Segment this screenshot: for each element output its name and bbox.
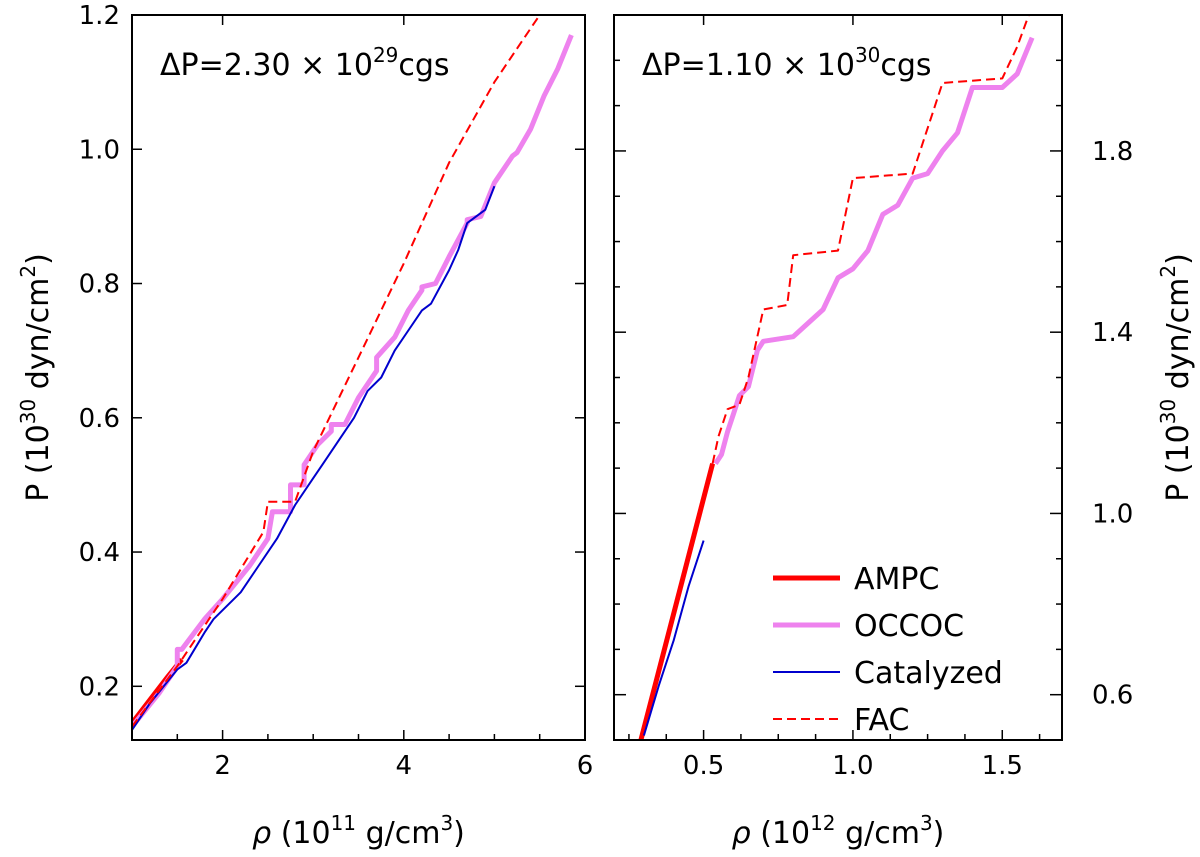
left-series-group xyxy=(132,15,574,731)
right-series-occoc xyxy=(713,36,1035,465)
right-y-tick-label: 0.6 xyxy=(1092,681,1133,711)
left-y-tick-label: 0.2 xyxy=(79,672,120,702)
right-x-tick-label: 1.5 xyxy=(982,751,1023,781)
left-y-tick-label: 0.4 xyxy=(79,538,120,568)
legend-label-ampc: AMPC xyxy=(854,562,939,597)
left-x-axis-label: ρ (1011 g/cm3) xyxy=(252,811,465,851)
right-y-tick-label: 1.8 xyxy=(1092,137,1133,167)
right-y-tick-label: 1.0 xyxy=(1092,499,1133,529)
legend-label-catalyzed: Catalyzed xyxy=(854,656,1003,691)
left-y-tick-label: 0.8 xyxy=(79,270,120,300)
left-x-tick-label: 2 xyxy=(214,751,231,781)
right-y-tick-label: 1.4 xyxy=(1092,318,1133,348)
legend-label-occoc: OCCOC xyxy=(854,609,964,644)
left-series-fac xyxy=(132,15,541,728)
left-x-tick-label: 6 xyxy=(577,751,594,781)
left-series-occoc xyxy=(132,34,574,729)
left-y-tick-label: 1.0 xyxy=(79,135,120,165)
left-y-tick-label: 0.6 xyxy=(79,404,120,434)
legend: AMPC OCCOC Catalyzed FAC xyxy=(773,562,1003,738)
left-y-tick-label: 1.2 xyxy=(79,1,120,31)
left-x-tick-label: 4 xyxy=(396,751,413,781)
left-delta-p-annotation: ΔP=2.30 × 1029cgs xyxy=(160,43,450,83)
legend-label-fac: FAC xyxy=(854,703,909,738)
right-series-group xyxy=(638,15,1035,740)
right-x-axis-label: ρ (1012 g/cm3) xyxy=(732,811,945,851)
right-series-ampc xyxy=(638,462,716,740)
right-panel: 0.5 1.0 1.5 0.6 1.0 1.4 1.8 ΔP=1.10 × 1030cgs ρ … xyxy=(613,14,1196,851)
right-series-fac xyxy=(711,15,1030,464)
right-delta-p-annotation: ΔP=1.10 × 1030cgs xyxy=(642,43,932,83)
right-series-catalyzed xyxy=(642,540,705,736)
right-plot-frame xyxy=(613,14,1063,741)
right-x-tick-label: 0.5 xyxy=(683,751,724,781)
right-x-tick-label: 1.0 xyxy=(832,751,873,781)
left-y-axis-label: P (1030 dyn/cm2) xyxy=(16,253,56,502)
left-panel: 2 4 6 0.2 0.4 0.6 0.8 1.0 1.2 ΔP=2.30 × 1029cgs ρ … xyxy=(16,1,593,851)
right-y-axis-label: P (1030 dyn/cm2) xyxy=(1156,253,1196,502)
left-series-catalyzed xyxy=(132,185,496,731)
